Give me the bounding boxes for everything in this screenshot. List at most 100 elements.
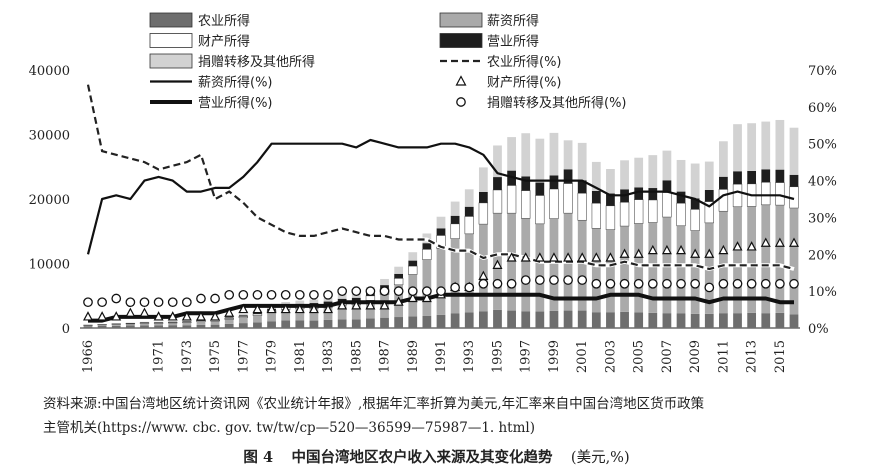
bar-segment	[662, 192, 672, 218]
bar-segment	[394, 266, 404, 274]
circle-marker	[676, 278, 686, 289]
bar-segment	[450, 313, 460, 328]
legend-swatch	[149, 33, 193, 48]
circle-marker	[534, 275, 545, 285]
series-line	[86, 138, 795, 255]
bar-segment	[662, 180, 672, 193]
x-axis-tick-label: 2001	[575, 340, 590, 373]
bar-segment	[436, 228, 446, 236]
bar-segment	[182, 321, 192, 322]
bar-segment	[182, 322, 192, 326]
triangle-marker	[605, 252, 616, 262]
circle-marker	[732, 278, 743, 289]
bar-segment	[535, 223, 545, 312]
triangle-marker	[492, 259, 503, 269]
right-axis-tick-label: 50%	[808, 138, 837, 153]
bar-segment	[224, 317, 234, 319]
bar-segment	[549, 188, 559, 219]
bar-segment	[591, 312, 601, 328]
circle-marker	[407, 286, 418, 296]
circle-marker	[210, 293, 220, 304]
bar-segment	[704, 313, 714, 328]
left-axis-tick-label: 10000	[29, 258, 70, 273]
circle-marker	[167, 297, 178, 308]
bar-segment	[690, 230, 700, 314]
bar-segment	[535, 138, 545, 183]
income-chart: 0 10000 20000 30000 40000 0% 10% 20% 30% 40% 50% 60…	[29, 12, 837, 373]
bar-segment	[704, 161, 714, 190]
right-axis-tick-label: 70%	[808, 64, 837, 79]
triangle-marker	[365, 300, 376, 310]
bar-segment	[676, 191, 686, 204]
x-axis-tick-label: 1997	[519, 340, 534, 373]
bar-segment	[634, 199, 644, 224]
bar-segment	[478, 224, 488, 312]
legend-label: 营业所得	[487, 34, 539, 50]
bar-segment	[620, 311, 629, 328]
triangle-marker	[294, 303, 305, 314]
x-axis-tick-label: 1999	[547, 340, 562, 373]
bar-segment	[125, 323, 136, 325]
bar-segment	[408, 260, 418, 267]
circle-marker	[605, 278, 616, 289]
bar-segment	[648, 222, 658, 313]
bar-segment	[154, 325, 163, 328]
circle-marker	[196, 293, 206, 304]
triangle-marker	[181, 311, 192, 321]
bar-segment	[577, 310, 587, 328]
circle-marker	[662, 278, 672, 289]
left-axis-tick-label: 40000	[29, 64, 70, 79]
bar-segment	[309, 308, 319, 321]
triangle-marker	[619, 248, 630, 258]
bar-segment	[125, 323, 135, 326]
bar-segment	[493, 309, 502, 328]
bar-segment	[521, 190, 531, 219]
bar-segment	[196, 320, 206, 323]
x-axis-tick-label: 2013	[745, 340, 760, 373]
triangle-marker	[661, 244, 672, 255]
bar-segment	[648, 155, 658, 189]
circle-marker	[153, 297, 164, 308]
bar-segment	[267, 312, 276, 322]
circle-marker	[379, 286, 390, 296]
triangle-marker	[393, 296, 404, 306]
bar-segment	[676, 225, 686, 314]
triangle-marker	[337, 300, 348, 310]
right-axis-tick-label: 0%	[808, 322, 829, 337]
circle-marker	[633, 278, 644, 289]
triangle-marker	[704, 248, 715, 258]
bar-segment	[224, 323, 234, 328]
bar-segment	[366, 318, 375, 328]
bar-segment	[210, 324, 220, 328]
bar-segment	[478, 202, 489, 225]
circle-marker	[690, 278, 701, 289]
bar-segment	[718, 189, 729, 212]
triangle-marker	[280, 303, 291, 314]
right-axis-tick-label: 10%	[808, 285, 837, 300]
legend-circle	[456, 97, 466, 107]
bar-segment	[295, 320, 305, 328]
triangle-marker	[563, 252, 574, 262]
bar-segment	[492, 189, 503, 214]
bar-segment	[351, 304, 361, 320]
bar-segment	[747, 123, 757, 171]
bar-segment	[139, 322, 150, 324]
triangle-marker	[97, 311, 108, 321]
bar-segment	[182, 320, 192, 322]
triangle-marker	[789, 237, 799, 247]
bar-segment	[634, 312, 644, 328]
bar-segment	[351, 297, 361, 301]
triangle-marker	[633, 248, 644, 258]
circle-marker	[492, 278, 503, 289]
triangle-marker	[732, 241, 743, 251]
bar-segment	[436, 314, 446, 328]
triangle-marker	[125, 307, 136, 317]
bar-segment	[182, 325, 192, 328]
triangle-marker	[266, 303, 277, 314]
bar-segment	[337, 305, 347, 320]
bar-segment	[549, 132, 559, 176]
bar-segment	[549, 218, 559, 311]
bar-segment	[153, 322, 164, 324]
triangle-marker	[760, 237, 771, 247]
triangle-marker	[379, 300, 390, 310]
